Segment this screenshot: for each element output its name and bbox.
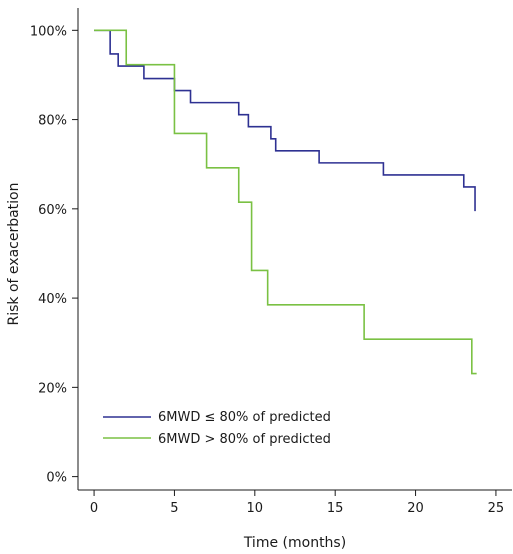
- legend: 6MWD ≤ 80% of predicted 6MWD > 80% of pr…: [103, 410, 331, 447]
- y-tick-label: 40%: [38, 292, 67, 307]
- ticks: 0 5 10 15 20 25 0% 20% 40% 60% 80% 100%: [30, 24, 504, 516]
- y-axis-title: Risk of exacerbation: [6, 183, 22, 326]
- y-tick-label: 0%: [46, 471, 67, 486]
- x-axis-title: Time (months): [243, 535, 346, 551]
- x-tick-label: 0: [90, 501, 98, 516]
- series-line-2: [94, 29, 477, 375]
- series-line-1: [94, 29, 476, 212]
- x-tick-label: 10: [247, 501, 264, 516]
- x-tick-label: 25: [488, 501, 505, 516]
- y-tick-label: 20%: [38, 381, 67, 396]
- x-tick-label: 5: [170, 501, 178, 516]
- legend-label-series-1: 6MWD ≤ 80% of predicted: [158, 410, 331, 425]
- x-tick-label: 20: [407, 501, 424, 516]
- y-tick-label: 100%: [30, 24, 67, 39]
- axes: [77, 8, 512, 491]
- series: [94, 29, 477, 375]
- x-tick-label: 15: [327, 501, 344, 516]
- y-tick-label: 80%: [38, 114, 67, 129]
- y-tick-label: 60%: [38, 203, 67, 218]
- legend-label-series-2: 6MWD > 80% of predicted: [158, 432, 331, 447]
